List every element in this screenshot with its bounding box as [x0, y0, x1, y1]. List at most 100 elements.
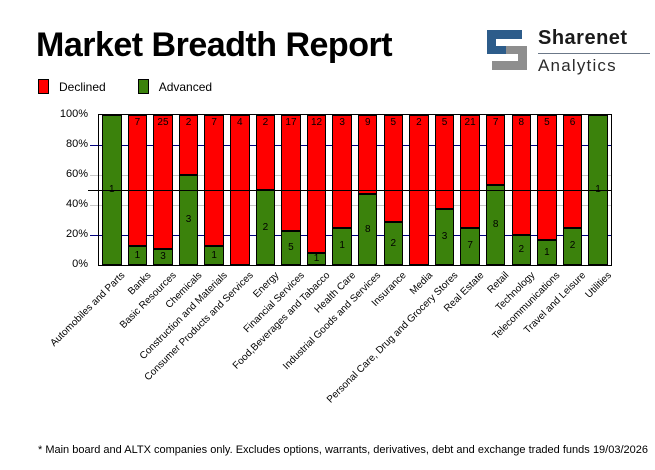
bar-segment-advanced — [153, 248, 173, 265]
bar-column: 21 7 — [457, 115, 483, 265]
bar-segment-declined — [306, 115, 327, 254]
y-axis-label: 100% — [59, 108, 88, 120]
bar-segment-declined — [255, 115, 276, 190]
y-axis-label: 40% — [65, 198, 88, 210]
bar-segment-advanced — [537, 240, 557, 265]
bar-value-advanced: 1 — [134, 249, 141, 261]
bar-value-advanced: 3 — [185, 214, 192, 225]
sharenet-logo: Sharenet Analytics — [484, 27, 650, 78]
sharenet-logo-icon — [484, 27, 530, 78]
grid-line — [90, 145, 98, 146]
bar-value-declined: 17 — [285, 117, 297, 128]
stacked-bar: 25 3 — [153, 115, 173, 265]
grid-line — [99, 235, 611, 236]
bar-value-declined: 5 — [441, 117, 448, 128]
bar-segment-declined — [485, 115, 506, 185]
bar-column: 12 1 — [304, 115, 330, 265]
bar-value-advanced: 8 — [364, 223, 371, 235]
grid-line — [99, 145, 611, 146]
bar-segment-advanced — [511, 235, 532, 265]
footnote-text: * Main board and ALTX companies only. Ex… — [38, 444, 590, 456]
bar-segment-advanced — [434, 208, 455, 265]
midline-50pct — [88, 190, 612, 191]
bar-segment-advanced — [127, 246, 148, 265]
plot-area: 1 7 1 25 3 2 3 7 1 4 2 2 17 5 12 1 3 1 9 8 5 2 2 5 3 21 7 7 8 8 2 5 1 6 2 1 — [88, 114, 612, 266]
stacked-bar: 17 5 — [281, 115, 301, 265]
bar-value-advanced: 1 — [313, 253, 320, 265]
bar-value-declined: 12 — [310, 117, 323, 128]
bar-segment-advanced — [281, 230, 301, 265]
bar-segment-declined — [204, 115, 224, 247]
bar-value-advanced: 1 — [595, 184, 601, 195]
y-axis-label: 0% — [72, 258, 88, 270]
bar-segment-advanced — [562, 227, 583, 265]
stacked-bar: 21 7 — [460, 115, 480, 265]
bar-value-advanced: 1 — [211, 249, 217, 261]
bar-value-advanced: 3 — [160, 250, 166, 262]
bar-segment-declined — [332, 115, 352, 228]
page-title: Market Breadth Report — [36, 26, 393, 64]
legend-item: Declined — [38, 79, 106, 94]
grid-line — [90, 235, 98, 236]
bar-segment-declined — [281, 115, 301, 231]
bar-value-declined: 25 — [157, 117, 169, 128]
x-axis-label: Utilities — [583, 270, 614, 301]
bar-value-advanced: 3 — [441, 230, 448, 242]
bar-value-declined: 6 — [569, 117, 576, 128]
bar-column: 25 3 — [150, 115, 176, 265]
bar-segment-declined — [127, 115, 148, 247]
bar-segment-declined — [178, 115, 199, 175]
legend-item: Advanced — [137, 79, 213, 94]
bar-segment-advanced — [306, 253, 327, 265]
bar-value-declined: 7 — [134, 117, 141, 128]
logo-brand-text: Sharenet — [538, 27, 650, 54]
bar-value-declined: 8 — [518, 117, 525, 128]
bar-value-advanced: 1 — [109, 184, 115, 195]
bar-segment-declined — [358, 115, 378, 195]
bar-value-advanced: 8 — [492, 219, 499, 230]
logo-sub-text: Analytics — [538, 56, 617, 75]
bar-value-declined: 4 — [236, 117, 243, 128]
bar-value-advanced: 2 — [569, 240, 576, 252]
bar-value-declined: 2 — [185, 117, 192, 128]
bar-segment-advanced — [383, 222, 404, 265]
bar-segment-declined — [537, 115, 557, 240]
bar-segment-declined — [562, 115, 583, 228]
bar-column: 17 5 — [278, 115, 304, 265]
y-axis-label: 20% — [65, 228, 88, 240]
bar-value-advanced: 1 — [339, 240, 345, 252]
bar-segment-advanced — [460, 227, 480, 265]
grid-line — [90, 205, 98, 206]
bar-segment-declined — [460, 115, 480, 228]
bar-value-advanced: 2 — [262, 221, 269, 233]
legend-label: Advanced — [158, 79, 213, 94]
bar-segment-advanced — [358, 194, 378, 265]
legend-swatch — [38, 79, 49, 94]
bar-value-advanced: 5 — [288, 241, 294, 253]
bar-value-advanced: 1 — [544, 246, 550, 258]
chart-legend: Declined Advanced — [38, 79, 212, 94]
bar-segment-advanced — [178, 175, 199, 265]
legend-swatch — [137, 79, 149, 94]
grid-line — [99, 175, 611, 176]
grid-line — [90, 175, 98, 176]
bar-value-advanced: 2 — [518, 244, 525, 255]
